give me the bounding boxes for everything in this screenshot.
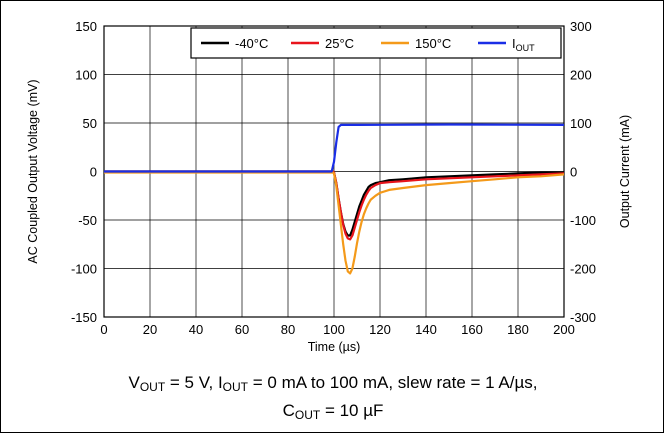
x-tick-label: 80: [281, 322, 295, 337]
x-tick-label: 40: [189, 322, 203, 337]
x-tick-label: 180: [507, 322, 529, 337]
x-axis-label: Time (µs): [308, 340, 361, 354]
x-tick-label: 160: [461, 322, 483, 337]
caption-v-sub: OUT: [139, 380, 166, 394]
caption-i-sub: OUT: [222, 380, 249, 394]
legend-label: -40°C: [235, 36, 268, 51]
caption-rest-1: = 0 mA to 100 mA, slew rate = 1 A/µs,: [248, 373, 538, 392]
y-tick-label: -150: [71, 310, 97, 325]
x-tick-label: 20: [143, 322, 157, 337]
x-tick-label: 200: [553, 322, 575, 337]
y-tick-label: 50: [83, 116, 97, 131]
x-tick-label: 100: [323, 322, 345, 337]
caption-line-1: VOUT = 5 V, IOUT = 0 mA to 100 mA, slew …: [1, 373, 663, 394]
y2-tick-label: 200: [570, 68, 592, 83]
caption-mid: = 5 V, I: [165, 373, 223, 392]
y2-tick-label: -200: [570, 262, 596, 277]
series-line: [104, 123, 565, 173]
legend-label: 150°C: [415, 36, 451, 51]
series-line: [104, 171, 565, 275]
legend-label: 25°C: [325, 36, 354, 51]
caption-c-label: C: [282, 401, 295, 420]
caption-rest-2: = 10 µF: [320, 401, 384, 420]
x-tick-label: 0: [100, 322, 107, 337]
x-tick-label: 60: [235, 322, 249, 337]
caption-v-label: V: [128, 373, 140, 392]
caption-line-2: COUT = 10 µF: [1, 401, 663, 422]
y2-tick-label: 100: [570, 116, 592, 131]
y-tick-label: 0: [90, 165, 97, 180]
y-axis-label: AC Coupled Output Voltage (mV): [26, 79, 40, 263]
legend-label-sub: OUT: [516, 43, 536, 53]
y2-tick-label: 0: [570, 165, 577, 180]
y-tick-label: 150: [75, 19, 97, 34]
y-tick-label: -100: [71, 262, 97, 277]
transient-response-chart: 0 20 40 60 80 100 120 140 160 180 200 -150 -100 -50 0 5…: [26, 19, 632, 354]
y2-axis-label: Output Current (mA): [618, 115, 632, 228]
y2-tick-label: -300: [570, 310, 596, 325]
y2-tick-label: 300: [570, 19, 592, 34]
x-tick-label: 120: [369, 322, 391, 337]
y2-tick-label: -100: [570, 213, 596, 228]
x-tick-label: 140: [415, 322, 437, 337]
y-tick-label: 100: [75, 68, 97, 83]
y-tick-label: -50: [78, 213, 97, 228]
caption-c-sub: OUT: [294, 408, 321, 422]
